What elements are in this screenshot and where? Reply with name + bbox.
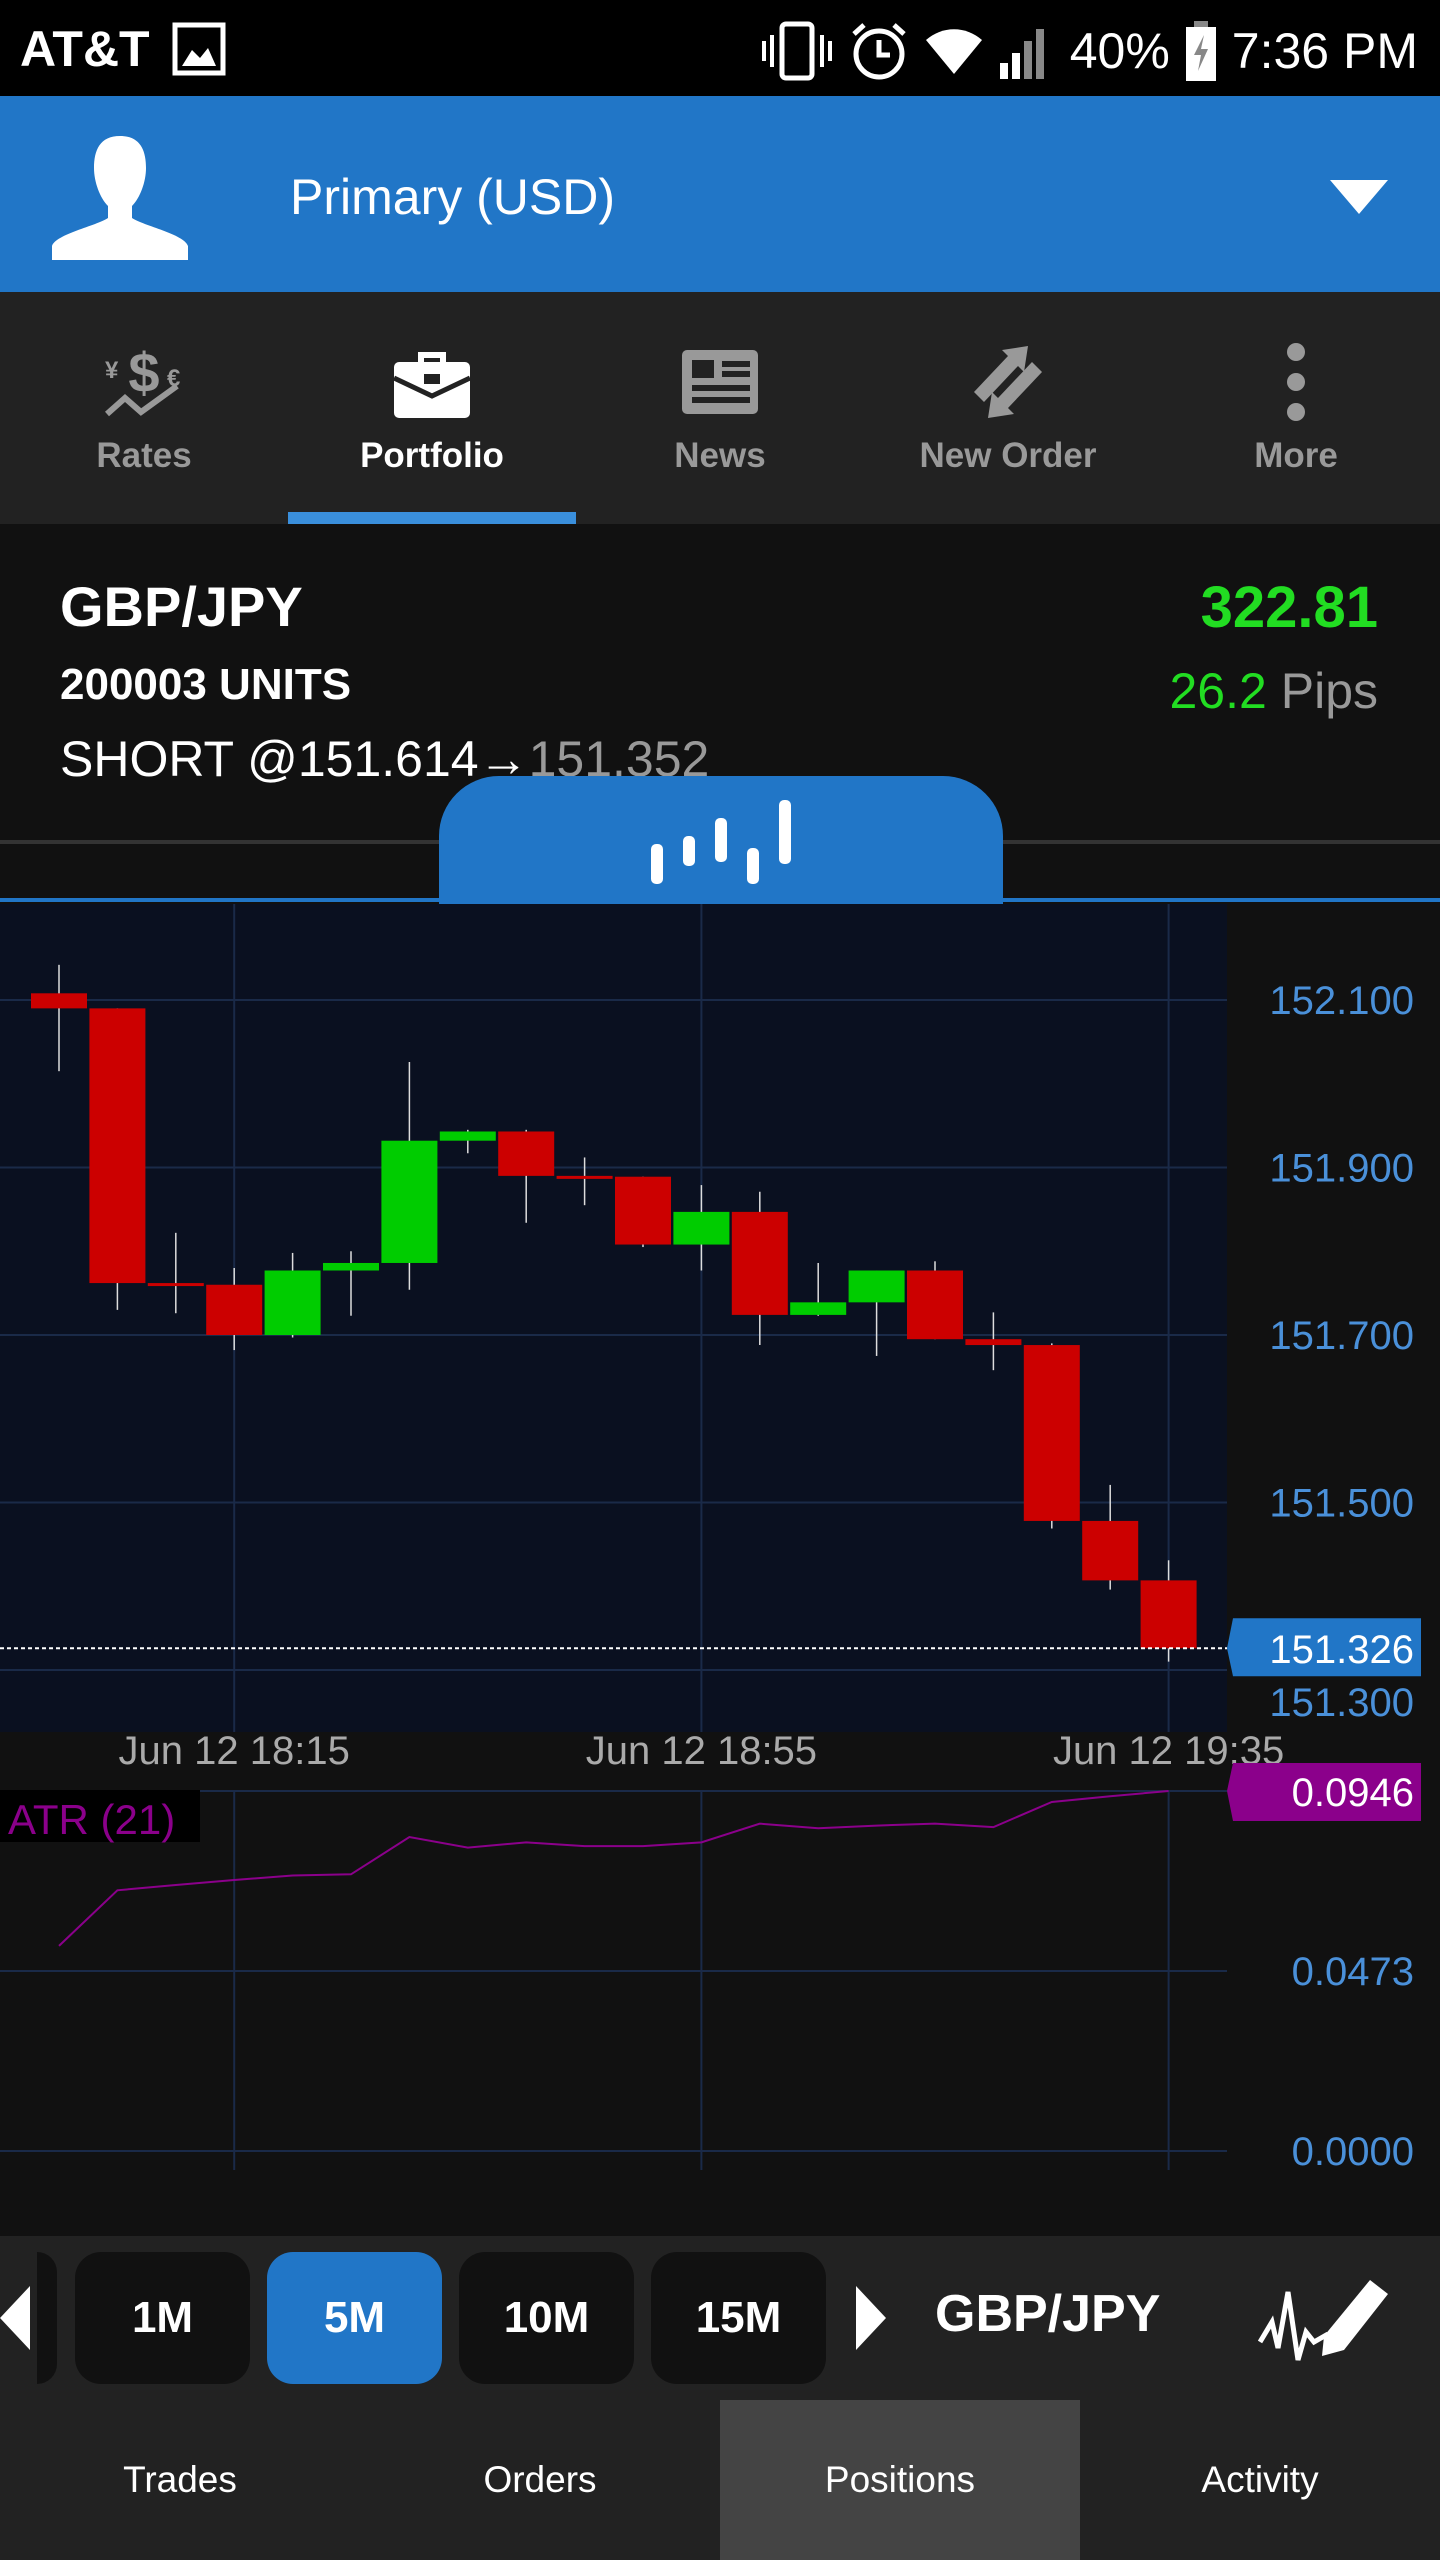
order-arrows-icon <box>974 346 1042 418</box>
timeframe-10m[interactable]: 10M <box>459 2252 634 2384</box>
tab-label: Portfolio <box>360 436 504 475</box>
clock: 7:36 PM <box>1231 23 1418 79</box>
candle-up <box>323 1262 379 1271</box>
price-tick-label: 152.100 <box>1269 979 1414 1023</box>
currency-icon: $ ¥ € <box>105 342 180 417</box>
position-units: 200003 UNITS <box>60 660 352 709</box>
bottom-tabs: Trades Orders Positions Activity <box>0 2400 1440 2560</box>
candle-down <box>1023 1345 1080 1521</box>
price-tick-label: 151.300 <box>1269 1681 1414 1725</box>
newspaper-icon <box>682 350 758 414</box>
svg-text:$: $ <box>128 342 159 404</box>
timeframe-1m[interactable]: 1M <box>75 2252 250 2384</box>
candle-down <box>907 1270 963 1340</box>
candle-up <box>673 1211 730 1245</box>
wifi-icon <box>925 29 982 74</box>
account-name: Primary (USD) <box>290 169 615 225</box>
time-tick-label: Jun 12 18:55 <box>586 1729 817 1773</box>
tab-portfolio[interactable]: Portfolio <box>288 292 576 524</box>
chart-top-border <box>0 898 1440 902</box>
atr-label-bg <box>0 1790 200 1842</box>
tab-label: New Order <box>919 436 1097 475</box>
svg-text:¥: ¥ <box>105 357 119 384</box>
time-tick-label: Jun 12 18:15 <box>119 1729 350 1773</box>
chart-toggle-handle[interactable] <box>439 776 1003 904</box>
main-nav: $ ¥ € Rates Portfolio News New Order More <box>0 292 1440 524</box>
tab-label: Rates <box>96 436 192 475</box>
timeframe-15m[interactable]: 15M <box>651 2252 826 2384</box>
chart-symbol[interactable]: GBP/JPY <box>935 2285 1161 2343</box>
tab-positions[interactable]: Positions <box>720 2400 1080 2560</box>
last-price-tag <box>1227 1618 1421 1677</box>
entry-price: SHORT @151.614 <box>60 731 479 787</box>
chart-plot-bg <box>0 904 1227 1732</box>
pips-value: 26.2 <box>1169 663 1267 719</box>
atr-line <box>58 1789 1169 1947</box>
tab-label: More <box>1254 436 1338 475</box>
alarm-icon <box>852 23 906 80</box>
profit-loss: 322.81 <box>1200 575 1378 640</box>
carrier: AT&T <box>20 21 150 77</box>
candle-down <box>147 1283 204 1287</box>
candle-down <box>556 1175 613 1179</box>
price-tick-label: 151.500 <box>1269 1482 1414 1526</box>
pips-label: Pips <box>1280 663 1378 719</box>
atr-tick-label: 0.0473 <box>1292 1950 1414 1994</box>
price-tick-label: 151.900 <box>1269 1147 1414 1191</box>
tab-rates[interactable]: $ ¥ € Rates <box>0 292 288 524</box>
svg-text:€: € <box>167 365 180 392</box>
signal-icon <box>999 29 1044 79</box>
chart-icon <box>651 800 791 884</box>
status-bar: AT&T 40% 7:36 PM <box>0 0 1440 96</box>
atr-title: ATR (21) <box>8 1796 175 1843</box>
price-axis-bg <box>1227 904 1440 1732</box>
candle-down <box>206 1284 263 1335</box>
candle-down <box>965 1339 1022 1346</box>
candle-up <box>848 1270 905 1303</box>
tab-label: News <box>674 436 766 475</box>
vibrate-icon <box>761 21 832 81</box>
price-tick-label: 151.700 <box>1269 1314 1414 1358</box>
timeframe-5m[interactable]: 5M <box>267 2252 442 2384</box>
atr-tick-label: 0.0000 <box>1292 2130 1414 2174</box>
tab-trades[interactable]: Trades <box>123 2459 237 2500</box>
price-chart[interactable]: 152.100 151.900 151.700 151.500 151.300 Jun 1… <box>0 900 1440 2236</box>
battery-charging-icon <box>1185 21 1216 81</box>
atr-value-label: 0.0946 <box>1292 1771 1414 1815</box>
candle-down <box>731 1211 788 1315</box>
account-selector[interactable]: Primary (USD) <box>0 96 1440 292</box>
candle-down <box>1082 1520 1139 1581</box>
avatar-icon <box>52 136 188 260</box>
tab-news[interactable]: News <box>576 292 864 524</box>
image-icon <box>172 22 226 76</box>
pips: 26.2 Pips <box>1170 662 1379 720</box>
dropdown-icon[interactable] <box>1330 180 1388 214</box>
battery-percent: 40% <box>1069 23 1170 79</box>
more-vert-icon <box>1287 343 1305 421</box>
briefcase-icon <box>392 352 472 418</box>
candle-up <box>264 1270 321 1335</box>
candle-down <box>89 1008 146 1284</box>
candle-down <box>31 993 87 1009</box>
candle-down <box>1140 1580 1197 1649</box>
tab-more[interactable]: More <box>1152 292 1440 524</box>
atr-value-tag <box>1227 1762 1421 1821</box>
tab-new-order[interactable]: New Order <box>864 292 1152 524</box>
scroll-left-icon[interactable] <box>0 2286 32 2350</box>
candle-up <box>790 1302 847 1315</box>
tab-orders[interactable]: Orders <box>483 2459 597 2500</box>
tab-activity[interactable]: Activity <box>1201 2459 1319 2500</box>
draw-indicator-icon[interactable] <box>1258 2272 1392 2364</box>
candle-down <box>615 1176 671 1245</box>
position-pair: GBP/JPY <box>60 575 303 638</box>
candle-down <box>498 1131 555 1176</box>
chart-toolbar: 1M 5M 10M 15M GBP/JPY <box>0 2236 1440 2400</box>
timeframe-partial[interactable] <box>37 2252 57 2384</box>
candle-up <box>381 1140 438 1263</box>
last-price-label: 151.326 <box>1269 1628 1414 1672</box>
candle-up <box>439 1131 496 1141</box>
scroll-right-icon[interactable] <box>854 2286 886 2350</box>
